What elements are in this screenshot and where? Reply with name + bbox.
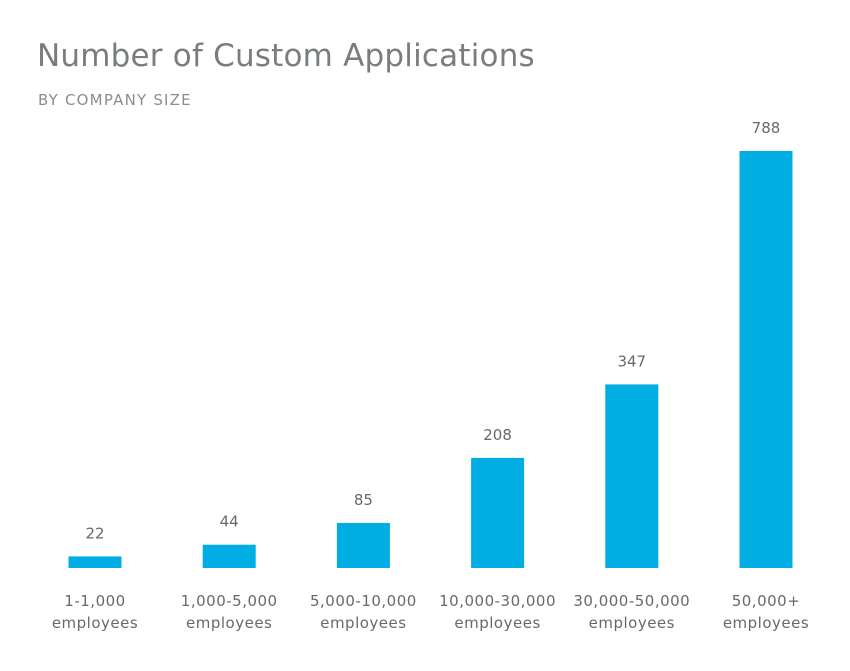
chart-subtitle: BY COMPANY SIZE — [38, 91, 192, 109]
category-label-1-line-2: employees — [52, 614, 138, 632]
category-label-4-line-2: employees — [454, 614, 540, 632]
category-label-6-line-2: employees — [723, 614, 809, 632]
category-label-2-line-1: 1,000-5,000 — [181, 592, 278, 610]
bar-6 — [739, 151, 793, 568]
value-label-3: 85 — [354, 491, 373, 509]
bar-4 — [471, 457, 525, 568]
category-label-6-line-1: 50,000+ — [732, 592, 801, 610]
category-label-5-line-1: 30,000-50,000 — [573, 592, 690, 610]
bar-2 — [202, 544, 256, 568]
category-label-2-line-2: employees — [186, 614, 272, 632]
bar-1 — [68, 556, 122, 568]
category-label-5-line-2: employees — [589, 614, 675, 632]
category-labels-group: 1-1,000 employees 1,000-5,000 employees 5,00… — [52, 592, 809, 632]
category-label-1-line-1: 1-1,000 — [64, 592, 125, 610]
value-label-4: 208 — [483, 426, 512, 444]
chart-title: Number of Custom Applications — [37, 38, 535, 74]
value-label-2: 44 — [220, 513, 239, 531]
value-label-1: 22 — [85, 524, 104, 542]
value-labels-group: 22 44 85 208 347 788 — [85, 119, 780, 542]
bars-group — [68, 151, 793, 568]
bar-3 — [336, 523, 390, 568]
bar-5 — [605, 384, 659, 568]
category-label-4-line-1: 10,000-30,000 — [439, 592, 556, 610]
category-label-3-line-2: employees — [320, 614, 406, 632]
value-label-6: 788 — [752, 119, 781, 137]
category-label-3-line-1: 5,000-10,000 — [310, 592, 417, 610]
value-label-5: 347 — [617, 352, 646, 370]
